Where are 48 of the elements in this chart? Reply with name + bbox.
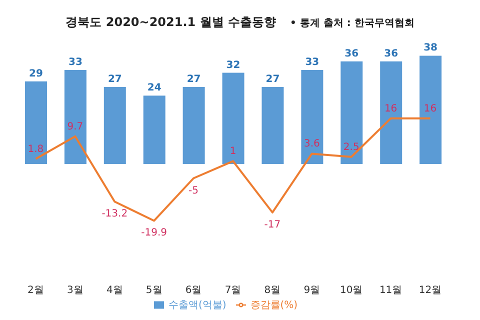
bar xyxy=(143,96,166,164)
x-tick-label: 7월 xyxy=(224,285,242,296)
x-tick-label: 2월 xyxy=(28,285,44,296)
bar xyxy=(104,87,126,164)
x-tick-label: 8월 xyxy=(264,285,281,296)
x-tick-label: 11월 xyxy=(379,285,402,296)
bar xyxy=(64,70,86,164)
x-tick-label: 9월 xyxy=(304,285,320,296)
bar xyxy=(380,61,402,164)
x-tick-label: 3월 xyxy=(66,285,84,296)
data-label: 32 xyxy=(226,60,240,71)
data-label: 38 xyxy=(424,42,438,54)
data-label: 27 xyxy=(266,74,280,86)
data-label: 16 xyxy=(384,103,398,114)
x-tick-label: 5월 xyxy=(146,285,162,296)
x-tick-label: 12월 xyxy=(418,285,442,296)
legend-label: 증감률(%) xyxy=(250,300,298,311)
data-label: 36 xyxy=(344,48,359,60)
data-label: -17 xyxy=(264,219,281,230)
data-label: 29 xyxy=(29,68,43,80)
data-label: 1.8 xyxy=(28,144,44,155)
data-label: 1 xyxy=(230,146,236,158)
data-label: -13.2 xyxy=(102,208,128,220)
data-label: -19.9 xyxy=(141,228,168,239)
data-label: 9.7 xyxy=(67,121,84,132)
data-label: 2.5 xyxy=(343,142,360,153)
data-label: 16 xyxy=(424,103,437,114)
bar xyxy=(340,61,363,164)
legend-label: 수출액(억불) xyxy=(168,300,226,311)
text: • 통계 출처 : 한국무역협회 xyxy=(290,18,414,29)
x-tick-label: 4월 xyxy=(106,285,123,296)
bar xyxy=(222,72,244,164)
bar xyxy=(182,87,205,164)
bar xyxy=(420,56,442,164)
data-label: 3.6 xyxy=(304,138,320,150)
data-label: 24 xyxy=(147,82,162,94)
data-label: -5 xyxy=(188,185,199,196)
data-label: 27 xyxy=(186,74,201,86)
data-label: 27 xyxy=(108,74,122,86)
chart-title: 경북도 2020~2021.1 월별 수출동향 xyxy=(66,15,276,29)
data-label: 33 xyxy=(68,56,82,68)
data-label: 36 xyxy=(384,48,398,60)
x-tick-label: 10월 xyxy=(340,285,363,296)
bar xyxy=(262,87,284,164)
data-label: 33 xyxy=(305,56,320,68)
x-tick-label: 6월 xyxy=(185,285,202,296)
bar xyxy=(25,81,47,164)
bar xyxy=(301,70,324,164)
